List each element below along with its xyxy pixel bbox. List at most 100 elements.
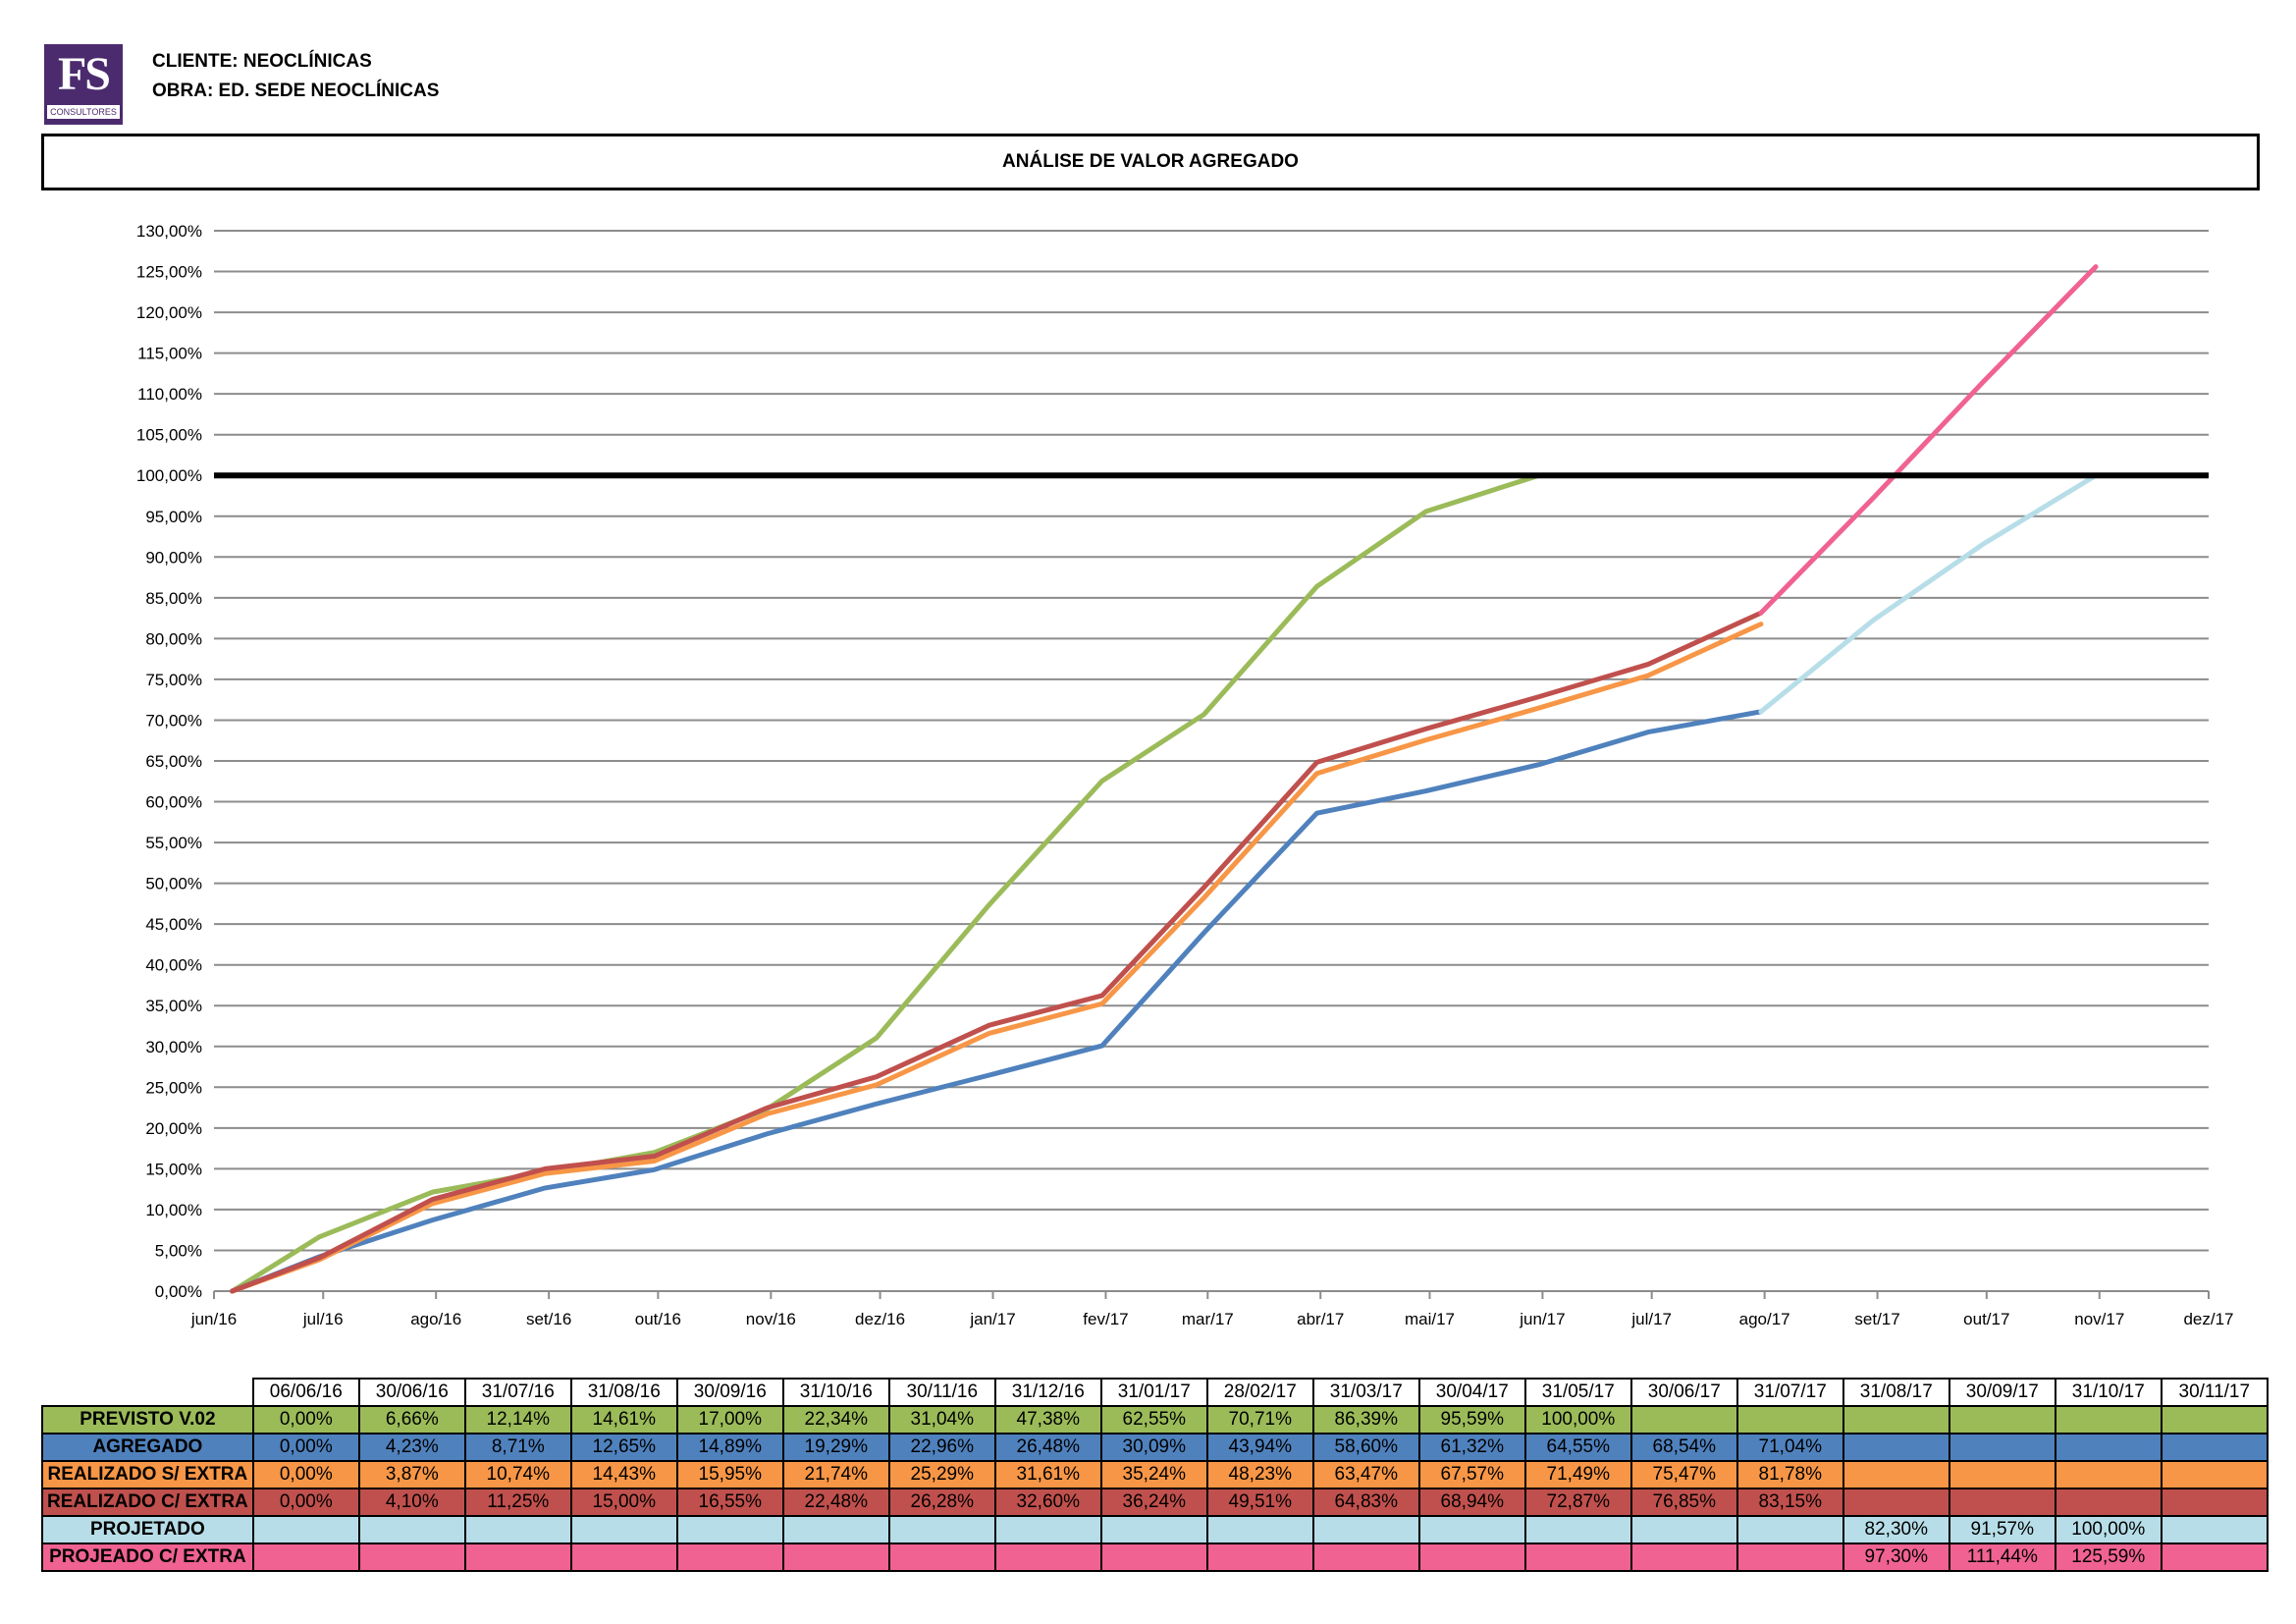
table-cell — [1205, 1543, 1314, 1572]
x-tick-label: mai/17 — [1405, 1310, 1455, 1328]
table-cell: 12,14% — [463, 1405, 572, 1435]
y-tick-label: 120,00% — [136, 303, 202, 322]
table-cell — [1735, 1543, 1844, 1572]
table-cell — [1735, 1515, 1844, 1544]
table-date-header: 31/08/16 — [569, 1378, 678, 1407]
table-cell — [357, 1543, 466, 1572]
x-tick-label: ago/17 — [1739, 1310, 1790, 1328]
table-cell — [1842, 1488, 1950, 1517]
y-tick-label: 15,00% — [145, 1160, 202, 1178]
table-cell — [2054, 1488, 2163, 1517]
table-cell — [569, 1515, 678, 1544]
x-tick-label: set/16 — [526, 1310, 571, 1328]
table-cell: 19,29% — [781, 1433, 890, 1462]
series-line-realizado-s-extra — [230, 622, 1764, 1294]
table-row: PROJEADO C/ EXTRA 97,30% 111,44% 125,59% — [41, 1543, 2269, 1572]
y-tick-label: 90,00% — [145, 548, 202, 567]
y-tick-label: 50,00% — [145, 875, 202, 893]
table-cell — [1523, 1515, 1632, 1544]
logo-mark: FS — [57, 48, 111, 100]
table-cell: 25,29% — [887, 1460, 996, 1489]
table-cell — [1205, 1515, 1314, 1544]
x-tick-label: abr/17 — [1297, 1310, 1344, 1328]
table-cell — [675, 1543, 784, 1572]
table-cell: 4,23% — [357, 1433, 466, 1462]
table-cell: 14,43% — [569, 1460, 678, 1489]
table-cell — [251, 1515, 360, 1544]
table-cell: 26,48% — [993, 1433, 1102, 1462]
table-cell: 10,74% — [463, 1460, 572, 1489]
x-tick-label: nov/16 — [746, 1310, 796, 1328]
chart-title: ANÁLISE DE VALOR AGREGADO — [41, 134, 2260, 190]
table-cell: 100,00% — [2054, 1515, 2163, 1544]
x-tick-label: set/17 — [1854, 1310, 1899, 1328]
table-cell: 72,87% — [1523, 1488, 1632, 1517]
table-cell — [1948, 1405, 2056, 1435]
x-tick-label: jun/16 — [190, 1310, 237, 1328]
table-cell: 3,87% — [357, 1460, 466, 1489]
table-cell — [463, 1543, 572, 1572]
table-cell: 0,00% — [251, 1460, 360, 1489]
table-row: PREVISTO V.02 0,00% 6,66% 12,14% 14,61% 17,00… — [41, 1405, 2269, 1435]
table-cell: 0,00% — [251, 1405, 360, 1435]
table-cell: 71,04% — [1735, 1433, 1844, 1462]
table-cell: 75,47% — [1629, 1460, 1738, 1489]
table-row: AGREGADO 0,00% 4,23% 8,71% 12,65% 14,89% 19,29… — [41, 1433, 2269, 1462]
y-tick-label: 55,00% — [145, 834, 202, 852]
logo-subtitle: CONSULTORES — [47, 105, 120, 119]
table-cell: 22,48% — [781, 1488, 890, 1517]
y-tick-label: 110,00% — [137, 385, 202, 404]
table-cell: 64,55% — [1523, 1433, 1632, 1462]
x-tick-label: out/16 — [635, 1310, 681, 1328]
table-cell — [1948, 1460, 2056, 1489]
table-cell — [357, 1515, 466, 1544]
table-cell — [1523, 1543, 1632, 1572]
table-cell: 68,54% — [1629, 1433, 1738, 1462]
table-cell: 16,55% — [675, 1488, 784, 1517]
table-cell — [993, 1543, 1102, 1572]
table-date-header: 31/12/16 — [993, 1378, 1102, 1407]
table-row-label: PROJEADO C/ EXTRA — [41, 1543, 254, 1572]
table-cell: 83,15% — [1735, 1488, 1844, 1517]
table-row-label: REALIZADO S/ EXTRA — [41, 1460, 254, 1489]
table-date-header: 30/09/16 — [675, 1378, 784, 1407]
table-cell — [1099, 1543, 1208, 1572]
table-cell — [1417, 1543, 1526, 1572]
table-cell — [781, 1543, 890, 1572]
table-cell — [1629, 1405, 1738, 1435]
x-tick-label: ago/16 — [410, 1310, 461, 1328]
table-cell — [675, 1515, 784, 1544]
table-cell: 47,38% — [993, 1405, 1102, 1435]
table-cell: 26,28% — [887, 1488, 996, 1517]
y-tick-label: 60,00% — [145, 793, 202, 812]
table-cell: 15,00% — [569, 1488, 678, 1517]
y-tick-label: 70,00% — [145, 711, 202, 730]
table-cell: 100,00% — [1523, 1405, 1632, 1435]
table-cell: 6,66% — [357, 1405, 466, 1435]
y-tick-label: 105,00% — [136, 426, 202, 445]
table-row-label: PROJETADO — [41, 1515, 254, 1544]
table-row: REALIZADO C/ EXTRA 0,00% 4,10% 11,25% 15,00%… — [41, 1488, 2269, 1517]
table-cell — [1629, 1543, 1738, 1572]
table-date-header: 30/06/17 — [1629, 1378, 1738, 1407]
y-tick-label: 35,00% — [145, 997, 202, 1015]
series-line-realizado-c-extra — [230, 610, 1764, 1294]
x-tick-label: dez/16 — [855, 1310, 905, 1328]
header-info: CLIENTE: NEOCLÍNICAS OBRA: ED. SEDE NEOC… — [152, 47, 439, 106]
table-cell — [251, 1543, 360, 1572]
table-date-header: 30/09/17 — [1948, 1378, 2056, 1407]
table-cell — [1842, 1460, 1950, 1489]
table-cell — [781, 1515, 890, 1544]
y-tick-label: 85,00% — [145, 589, 202, 608]
x-tick-label: jul/17 — [1630, 1310, 1672, 1328]
table-cell: 82,30% — [1842, 1515, 1950, 1544]
table-cell — [1311, 1543, 1420, 1572]
table-cell — [2160, 1405, 2269, 1435]
table-cell — [463, 1515, 572, 1544]
table-cell: 86,39% — [1311, 1405, 1420, 1435]
x-tick-label: fev/17 — [1083, 1310, 1128, 1328]
table-cell: 97,30% — [1842, 1543, 1950, 1572]
y-tick-label: 115,00% — [137, 345, 202, 363]
table-cell: 22,34% — [781, 1405, 890, 1435]
table-date-header: 06/06/16 — [251, 1378, 360, 1407]
